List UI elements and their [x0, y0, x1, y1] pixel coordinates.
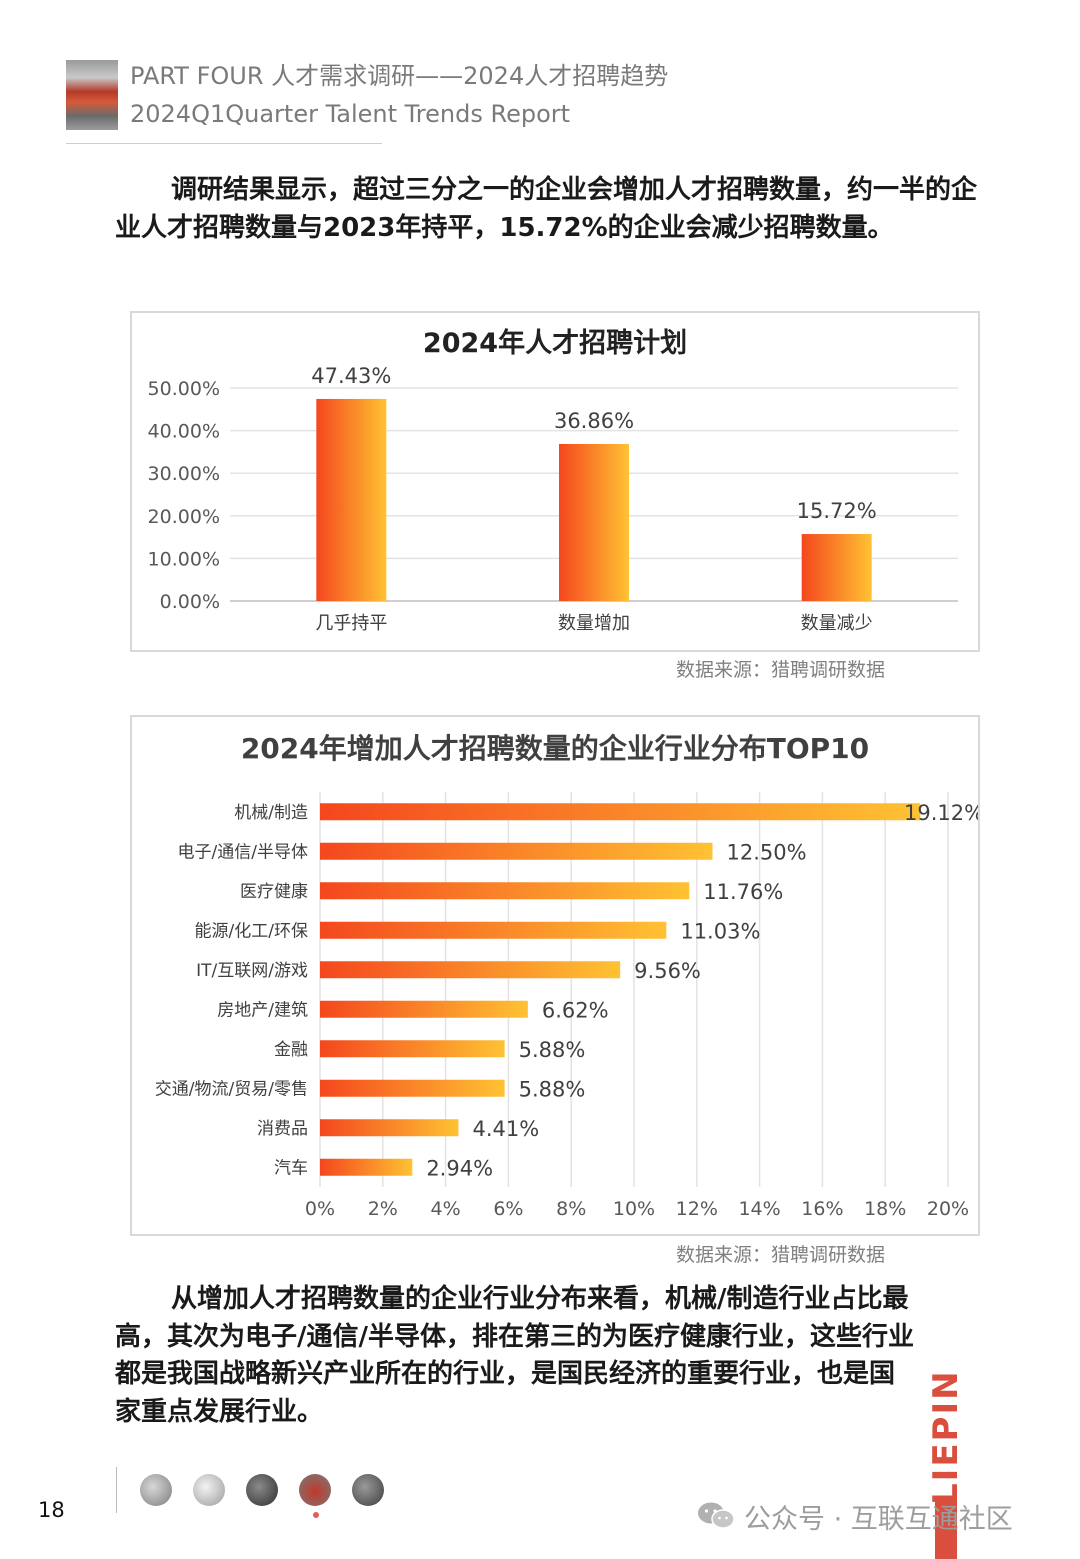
chart2-bar — [320, 1000, 528, 1018]
chart1-y-tick: 30.00% — [148, 463, 220, 485]
recruitment-plan-chart: 2024年人才招聘计划 0.00% 10.00% 20.00% 30.00% 40.00%… — [130, 311, 980, 652]
chart2-category-label: 交通/物流/贸易/零售 — [155, 1079, 308, 1099]
chart2-bar — [320, 1040, 505, 1058]
recruitment-plan-chart-svg: 2024年人才招聘计划 0.00% 10.00% 20.00% 30.00% 40.00%… — [148, 327, 958, 634]
chart2-bar — [320, 921, 667, 939]
chart2-category-label: 汽车 — [274, 1158, 308, 1178]
chart2-data-label: 5.88% — [519, 1077, 586, 1101]
chart1-title: 2024年人才招聘计划 — [423, 327, 687, 359]
conclusion-paragraph: 从增加人才招聘数量的企业行业分布来看，机械/制造行业占比最高，其次为电子/通信/… — [115, 1284, 914, 1427]
page-number: 18 — [38, 1498, 65, 1522]
chart2-data-label: 6.62% — [542, 998, 609, 1022]
chart1-y-tick: 0.00% — [160, 591, 220, 613]
chart2-x-tick: 8% — [556, 1198, 586, 1220]
footer-divider — [116, 1467, 117, 1513]
chart2-category-label: 能源/化工/环保 — [195, 921, 308, 941]
chart2-data-label: 2.94% — [426, 1156, 493, 1180]
chart2-bar — [320, 1119, 459, 1137]
chart2-bar — [320, 1158, 413, 1176]
chart1-data-label: 47.43% — [311, 364, 391, 388]
chart2-category-label: 医疗健康 — [240, 882, 308, 902]
chart2-bar — [320, 1079, 505, 1097]
footer-active-indicator — [313, 1512, 319, 1518]
chart2-x-tick: 4% — [431, 1198, 461, 1220]
watermark-text: 公众号 · 互联互通社区 — [744, 1504, 1013, 1535]
chart1-y-tick: 10.00% — [148, 548, 220, 570]
chart2-category-label: 金融 — [274, 1040, 308, 1060]
industry-top10-chart: 2024年增加人才招聘数量的企业行业分布TOP10 0% 2% 4% 6% 8% 10% 12… — [130, 715, 980, 1236]
chart2-data-label: 19.12% — [904, 801, 978, 825]
chart2-data-label: 11.03% — [680, 919, 760, 943]
header-divider — [66, 143, 382, 144]
chart2-data-label: 12.50% — [727, 840, 807, 864]
chart2-x-tick: 16% — [801, 1198, 843, 1220]
footer-thumbnail-4[interactable] — [299, 1474, 331, 1506]
wechat-icon — [698, 1502, 735, 1529]
chart1-category-label: 几乎持平 — [315, 613, 387, 634]
chart2-source: 数据来源：猎聘调研数据 — [676, 1244, 886, 1266]
chart2-data-label: 9.56% — [634, 959, 701, 983]
footer-thumbnail-1[interactable] — [140, 1474, 172, 1506]
chart2-x-tick: 18% — [864, 1198, 906, 1220]
chart2-category-label: 消费品 — [257, 1119, 308, 1139]
chart2-x-tick: 12% — [676, 1198, 718, 1220]
chart1-data-label: 15.72% — [797, 499, 877, 523]
chart2-x-tick: 6% — [493, 1198, 523, 1220]
chart1-category-label: 数量增加 — [558, 613, 630, 634]
chart2-x-tick: 0% — [305, 1198, 335, 1220]
chart2-x-tick: 2% — [368, 1198, 398, 1220]
header-subtitle: 2024Q1Quarter Talent Trends Report — [130, 100, 571, 128]
chart1-data-label: 36.86% — [554, 409, 634, 433]
chart2-category-label: 机械/制造 — [234, 803, 308, 823]
chart2-x-tick: 10% — [613, 1198, 655, 1220]
chart1-y-tick: 20.00% — [148, 506, 220, 528]
chart2-category-label: IT/互联网/游戏 — [196, 961, 308, 981]
chart2-bar — [320, 842, 713, 860]
chart1-bar — [801, 534, 872, 601]
chart2-bar — [320, 882, 690, 900]
chart2-data-label: 5.88% — [519, 1038, 586, 1062]
chart1-bar — [316, 398, 387, 601]
chart2-bar — [320, 803, 921, 821]
chart2-data-label: 11.76% — [703, 880, 783, 904]
footer-thumbnail-2[interactable] — [193, 1474, 225, 1506]
chart1-y-tick: 50.00% — [148, 378, 220, 400]
chart2-x-tick: 14% — [738, 1198, 780, 1220]
brand-logo-text: LIEPIN — [926, 1369, 966, 1505]
chart1-bar — [559, 443, 629, 601]
chart2-title: 2024年增加人才招聘数量的企业行业分布TOP10 — [241, 732, 869, 765]
chart2-category-label: 电子/通信/半导体 — [178, 842, 308, 862]
intro-paragraph: 调研结果显示，超过三分之一的企业会增加人才招聘数量，约一半的企业人才招聘数量与2… — [115, 175, 978, 243]
chart2-data-label: 4.41% — [472, 1117, 539, 1141]
chart1-source: 数据来源：猎聘调研数据 — [676, 659, 886, 681]
chart2-bar — [320, 961, 621, 979]
industry-top10-chart-svg: 2024年增加人才招聘数量的企业行业分布TOP10 0% 2% 4% 6% 8% 10% 12… — [155, 732, 978, 1220]
chart2-x-tick: 20% — [927, 1198, 969, 1220]
brand-logo-bar — [935, 1498, 957, 1559]
chart1-y-tick: 40.00% — [148, 421, 220, 443]
footer-thumbnail-3[interactable] — [246, 1474, 278, 1506]
header-title: PART FOUR 人才需求调研——2024人才招聘趋势 — [130, 62, 669, 90]
chart2-category-label: 房地产/建筑 — [217, 1000, 308, 1020]
footer-thumbnail-5[interactable] — [352, 1474, 384, 1506]
header-thumbnail-image — [66, 60, 118, 130]
chart1-category-label: 数量减少 — [801, 613, 873, 634]
